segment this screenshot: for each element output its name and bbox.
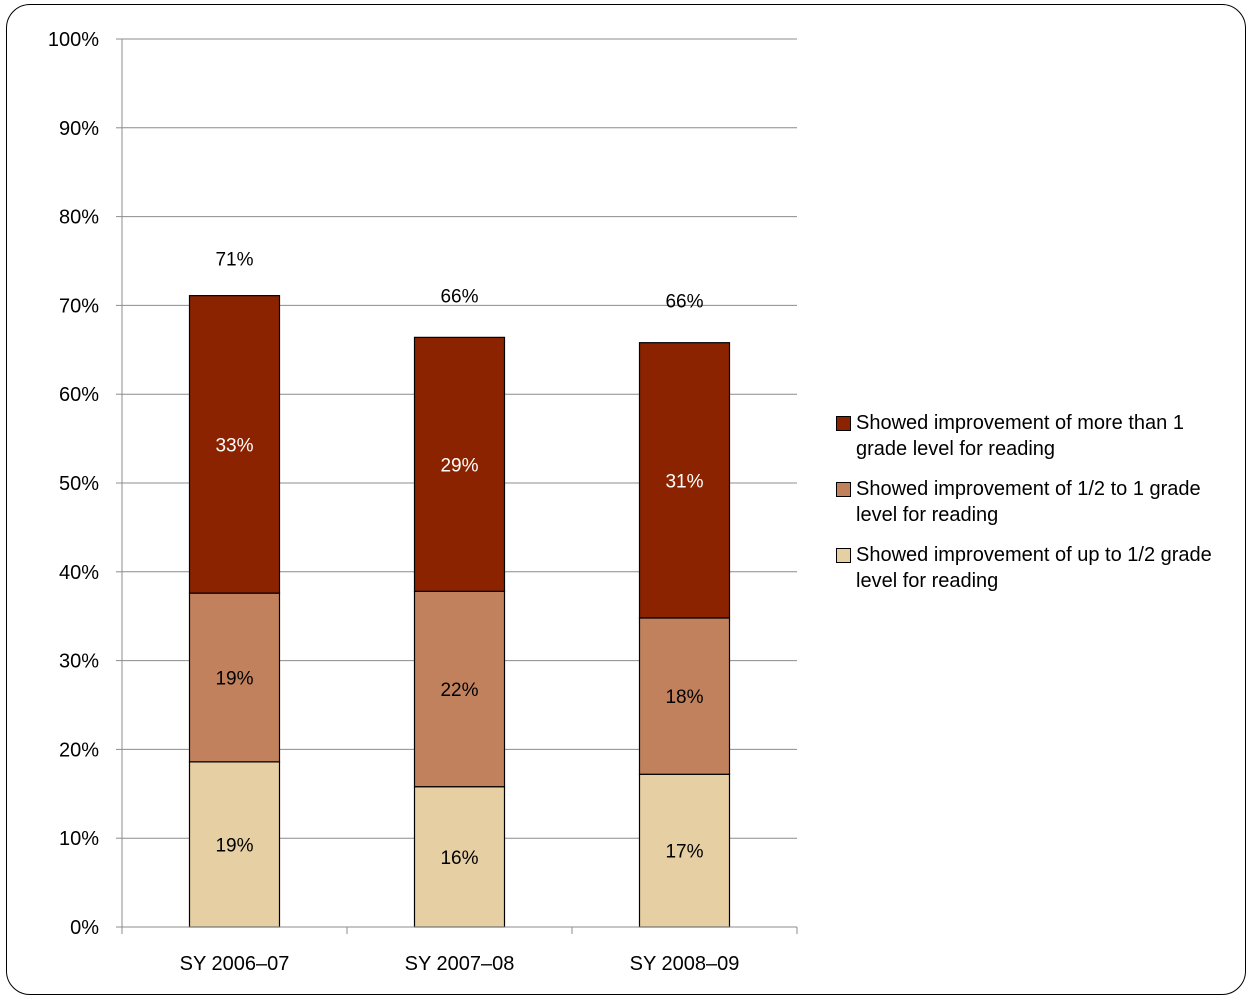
legend-item: Showed improvement of up to 1/2 grade le… [836,542,1236,594]
bars [190,296,730,927]
x-tick-label: SY 2006–07 [180,953,290,975]
x-tick-label: SY 2007–08 [405,953,515,975]
y-tick-label: 60% [59,384,99,406]
legend: Showed improvement of more than 1 grade … [836,410,1236,608]
total-label: 71% [215,250,253,271]
total-label: 66% [440,286,478,307]
y-tick-label: 80% [59,207,99,229]
legend-swatch [836,416,851,431]
data-label: 33% [215,435,253,456]
legend-label: Showed improvement of 1/2 to 1 grade lev… [856,476,1231,528]
y-tick-label: 30% [59,651,99,673]
data-label: 22% [440,680,478,701]
data-label: 19% [215,668,253,689]
legend-swatch [836,482,851,497]
y-tick-label: 90% [59,118,99,140]
data-label: 18% [665,687,703,708]
data-label: 16% [440,848,478,869]
legend-item: Showed improvement of 1/2 to 1 grade lev… [836,476,1236,528]
y-tick-label: 50% [59,473,99,495]
y-tick-label: 20% [59,739,99,761]
legend-label: Showed improvement of more than 1 grade … [856,410,1231,462]
legend-swatch [836,548,851,563]
y-tick-label: 0% [70,917,99,939]
total-label: 66% [665,292,703,313]
data-label: 17% [665,842,703,863]
labels: 0% 10% 20% 30% 40% 50% 60% 70% 80% 90% 100% 19% 19% 3… [48,29,740,975]
legend-item: Showed improvement of more than 1 grade … [836,410,1236,462]
y-tick-label: 100% [48,29,99,51]
y-tick-label: 40% [59,562,99,584]
data-label: 29% [440,455,478,476]
data-label: 31% [665,471,703,492]
y-tick-label: 70% [59,295,99,317]
data-label: 19% [215,835,253,856]
y-tick-label: 10% [59,828,99,850]
legend-label: Showed improvement of up to 1/2 grade le… [856,542,1231,594]
x-tick-label: SY 2008–09 [630,953,740,975]
